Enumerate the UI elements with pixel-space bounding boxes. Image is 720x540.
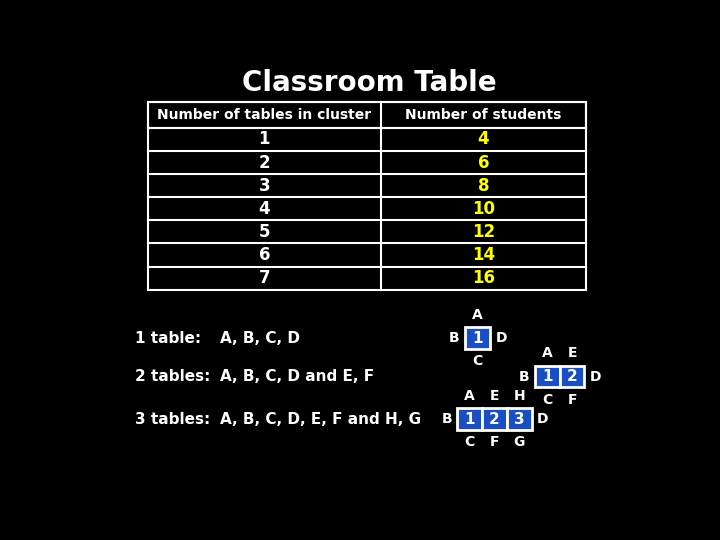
Text: 16: 16: [472, 269, 495, 287]
Text: 3: 3: [258, 177, 270, 195]
Text: 1 table:: 1 table:: [135, 330, 201, 346]
Text: 2: 2: [489, 411, 500, 427]
Text: 4: 4: [258, 200, 270, 218]
Text: D: D: [495, 331, 507, 345]
Bar: [148, 102, 586, 128]
Text: 12: 12: [472, 223, 495, 241]
Text: B: B: [449, 331, 459, 345]
Bar: [148, 102, 586, 289]
Text: A: A: [464, 389, 475, 403]
Text: C: C: [542, 393, 552, 407]
Text: F: F: [490, 435, 499, 449]
Text: 8: 8: [477, 177, 489, 195]
Text: F: F: [567, 393, 577, 407]
Text: G: G: [513, 435, 525, 449]
Text: 6: 6: [258, 246, 270, 264]
Text: Classroom Table: Classroom Table: [242, 69, 496, 97]
Text: 2: 2: [567, 369, 577, 384]
Bar: [457, 408, 482, 430]
Text: 2: 2: [258, 153, 270, 172]
Text: A, B, C, D and E, F: A, B, C, D and E, F: [220, 369, 374, 384]
Text: 2 tables:: 2 tables:: [135, 369, 210, 384]
Text: 1: 1: [472, 330, 482, 346]
Bar: [465, 327, 490, 349]
Bar: [559, 366, 585, 387]
Bar: [507, 408, 532, 430]
Text: C: C: [464, 435, 475, 449]
Text: 1: 1: [464, 411, 475, 427]
Text: D: D: [590, 370, 601, 383]
Bar: [535, 366, 559, 387]
Text: D: D: [537, 412, 549, 426]
Text: A: A: [542, 347, 553, 361]
Text: E: E: [490, 389, 499, 403]
Text: 1: 1: [258, 131, 270, 149]
Text: 10: 10: [472, 200, 495, 218]
Text: 3 tables:: 3 tables:: [135, 411, 210, 427]
Text: 5: 5: [258, 223, 270, 241]
Text: 4: 4: [477, 131, 489, 149]
Text: 1: 1: [542, 369, 552, 384]
Text: Number of tables in cluster: Number of tables in cluster: [157, 108, 372, 122]
Text: B: B: [519, 370, 529, 383]
Text: 7: 7: [258, 269, 270, 287]
Text: Number of students: Number of students: [405, 108, 562, 122]
Text: 3: 3: [514, 411, 525, 427]
Text: H: H: [513, 389, 525, 403]
Bar: [482, 408, 507, 430]
Text: B: B: [441, 412, 452, 426]
Text: 14: 14: [472, 246, 495, 264]
Text: A, B, C, D: A, B, C, D: [220, 330, 300, 346]
Text: A, B, C, D, E, F and H, G: A, B, C, D, E, F and H, G: [220, 411, 421, 427]
Text: 6: 6: [477, 153, 489, 172]
Text: E: E: [567, 347, 577, 361]
Text: C: C: [472, 354, 482, 368]
Text: A: A: [472, 308, 483, 322]
